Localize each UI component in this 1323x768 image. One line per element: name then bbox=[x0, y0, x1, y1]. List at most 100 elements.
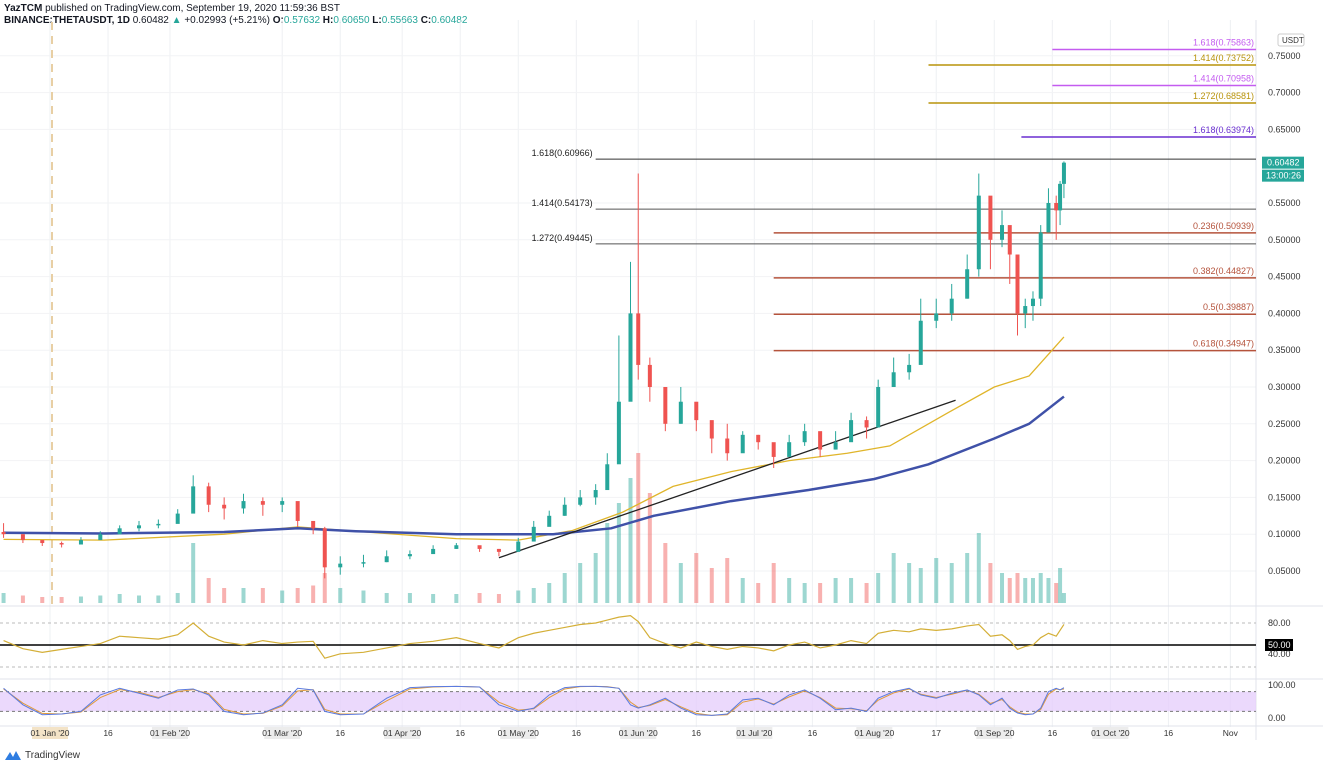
price-tick-label: 0.45000 bbox=[1268, 272, 1301, 282]
tradingview-logo-icon bbox=[5, 751, 21, 760]
volume-bar bbox=[1000, 573, 1005, 603]
candle-body bbox=[156, 523, 161, 526]
candle-body bbox=[98, 534, 103, 541]
time-tick-label: 01 Apr '20 bbox=[383, 728, 421, 738]
fib-level-label: 1.272(0.49445) bbox=[532, 233, 593, 243]
price-change: +0.02993 (+5.21%) bbox=[184, 15, 270, 26]
fib-level-label: 0.382(0.44827) bbox=[1193, 266, 1254, 276]
candle-body bbox=[605, 464, 610, 491]
symbol-name[interactable]: BINANCE:THETAUSDT, 1D bbox=[4, 15, 130, 26]
candle-body bbox=[496, 548, 501, 552]
volume-bar bbox=[175, 593, 180, 603]
candle-body bbox=[976, 195, 981, 270]
candle-body bbox=[678, 401, 683, 424]
volume-bar bbox=[338, 588, 343, 603]
candle-body bbox=[725, 438, 730, 454]
volume-bar bbox=[605, 523, 610, 603]
price-tick-label: 0.25000 bbox=[1268, 419, 1301, 429]
candle-body bbox=[280, 501, 285, 505]
price-tick-label: 0.65000 bbox=[1268, 124, 1301, 134]
time-tick-bg bbox=[151, 727, 188, 739]
fib-level-label: 1.414(0.70958) bbox=[1193, 74, 1254, 84]
volume-bar bbox=[241, 588, 246, 603]
volume-bar bbox=[547, 583, 552, 603]
candle-body bbox=[117, 528, 122, 535]
candle-body bbox=[578, 497, 583, 505]
tradingview-logo-text: TradingView bbox=[25, 749, 81, 761]
volume-bar bbox=[833, 578, 838, 603]
volume-bar bbox=[756, 583, 761, 603]
volume-bar bbox=[311, 585, 316, 603]
rsi-tick-label: 50.00 bbox=[1268, 640, 1291, 650]
time-tick-label: 01 Feb '20 bbox=[150, 728, 190, 738]
volume-bar bbox=[1058, 568, 1063, 603]
volume-bar bbox=[117, 594, 122, 603]
volume-bar bbox=[1023, 578, 1028, 603]
volume-bar bbox=[98, 595, 103, 603]
volume-bar bbox=[876, 573, 881, 603]
volume-bar bbox=[531, 588, 536, 603]
candle-body bbox=[988, 195, 993, 240]
volume-bar bbox=[616, 503, 621, 603]
candle-body bbox=[709, 420, 714, 439]
time-tick-label: Nov bbox=[1223, 728, 1239, 738]
fib-level-label: 1.414(0.73752) bbox=[1193, 53, 1254, 63]
volume-bar bbox=[628, 478, 633, 603]
time-tick-bg bbox=[736, 727, 773, 739]
volume-bar bbox=[1046, 578, 1051, 603]
currency-text: USDT bbox=[1282, 36, 1304, 45]
fib-level-label: 0.618(0.34947) bbox=[1193, 339, 1254, 349]
moving-average-line bbox=[3, 336, 1065, 541]
time-tick-label: 01 Jun '20 bbox=[619, 728, 658, 738]
candle-body bbox=[833, 442, 838, 450]
countdown-text: 13:00:26 bbox=[1266, 171, 1301, 181]
price-chart[interactable]: 0.75000 0.70000 0.65000 0.55000 0.50000 0.450… bbox=[0, 0, 1323, 745]
volume-bar bbox=[1061, 593, 1066, 603]
volume-bar bbox=[578, 563, 583, 603]
currency-box bbox=[1277, 33, 1305, 47]
fib-level-label: 1.618(0.60966) bbox=[532, 148, 593, 158]
up-arrow-icon: ▲ bbox=[171, 15, 182, 26]
candle-body bbox=[818, 431, 823, 450]
candle-body bbox=[241, 501, 246, 509]
high-label: H: bbox=[322, 15, 334, 26]
candle-body bbox=[1030, 298, 1035, 307]
candle-body bbox=[593, 490, 598, 498]
volume-bar bbox=[1007, 578, 1012, 603]
price-tick-label: 0.20000 bbox=[1268, 456, 1301, 466]
candle-body bbox=[175, 513, 180, 524]
currency-label: USDT bbox=[1277, 33, 1305, 47]
candle-body bbox=[771, 442, 776, 457]
volume-bar bbox=[647, 493, 652, 603]
volume-bar bbox=[988, 563, 993, 603]
candle-body bbox=[918, 320, 923, 365]
price-tick-label: 0.75000 bbox=[1268, 51, 1301, 61]
volume-bar bbox=[280, 590, 285, 603]
candle-body bbox=[191, 486, 196, 514]
fib-level-label: 0.236(0.50939) bbox=[1193, 221, 1254, 231]
time-tick-label: 16 bbox=[1164, 728, 1174, 738]
close-label: C: bbox=[420, 15, 432, 26]
price-tick-label: 0.50000 bbox=[1268, 235, 1301, 245]
volume-bar bbox=[361, 590, 366, 603]
volume-bar bbox=[934, 558, 939, 603]
candle-body bbox=[1015, 254, 1020, 314]
volume-bar bbox=[678, 563, 683, 603]
rsi-line bbox=[3, 615, 1065, 659]
candle-body bbox=[295, 501, 300, 521]
candle-body bbox=[636, 313, 641, 365]
time-tick-label: 16 bbox=[692, 728, 702, 738]
volume-bar bbox=[78, 596, 83, 603]
volume-bar bbox=[1054, 583, 1059, 603]
candle-body bbox=[965, 269, 970, 299]
author-name[interactable]: YazTCM bbox=[4, 3, 43, 14]
volume-bar bbox=[562, 573, 567, 603]
candle-body bbox=[1054, 203, 1059, 211]
volume-bar bbox=[818, 583, 823, 603]
time-tick-bg bbox=[976, 727, 1013, 739]
candle-body bbox=[876, 387, 881, 428]
candle-body bbox=[222, 504, 227, 509]
candle-body bbox=[20, 534, 25, 541]
volume-bar bbox=[1015, 573, 1020, 603]
volume-bar bbox=[725, 558, 730, 603]
